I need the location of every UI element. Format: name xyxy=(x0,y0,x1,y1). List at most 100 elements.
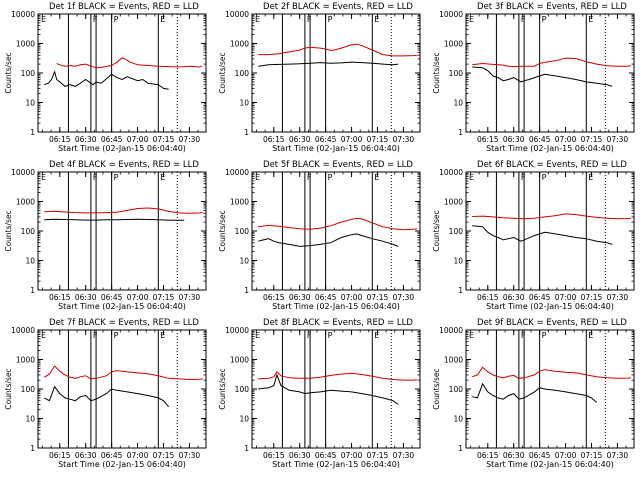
flag-label: F xyxy=(521,15,526,24)
y-tick-label: 100 xyxy=(449,69,464,78)
flag-label: F xyxy=(307,173,312,182)
flag-label: E xyxy=(469,15,474,24)
x-tick-label: 07:00 xyxy=(127,293,149,302)
flag-label: E xyxy=(41,173,46,182)
x-axis-label: Start Time (02-Jan-15 06:04:40) xyxy=(272,302,400,311)
x-tick-label: 06:45 xyxy=(315,293,337,302)
x-tick-label: 06:45 xyxy=(101,135,123,144)
y-tick-label: 100 xyxy=(21,227,36,236)
events-series-line xyxy=(472,225,613,245)
y-tick-label: 10000 xyxy=(439,10,463,19)
flag-label: E xyxy=(160,331,165,340)
flag-label: E xyxy=(588,331,593,340)
flag-label: F xyxy=(93,173,98,182)
flag-label: F xyxy=(307,15,312,24)
x-tick-label: 06:15 xyxy=(263,293,285,302)
x-axis-label: Start Time (02-Jan-15 06:04:40) xyxy=(486,302,614,311)
y-axis-label: Counts/sec xyxy=(218,210,227,251)
x-tick-label: 06:45 xyxy=(529,451,551,460)
plot-frame xyxy=(37,329,207,449)
x-tick-label: 07:30 xyxy=(607,135,629,144)
events-series-line xyxy=(258,373,399,405)
x-tick-label: 07:30 xyxy=(179,451,201,460)
lld-series-line xyxy=(472,366,631,379)
y-tick-label: 10000 xyxy=(225,10,249,19)
panel-title: Det 6f BLACK = Events, RED = LLD xyxy=(477,160,627,170)
y-tick-label: 10 xyxy=(25,99,35,108)
panel-3: Det 3f BLACK = Events, RED = LLD 1 10 100 10… xyxy=(432,2,635,153)
panel-7: Det 7f BLACK = Events, RED = LLD 1 10 100 10… xyxy=(4,318,207,469)
y-tick-label: 100 xyxy=(235,227,250,236)
flag-label: P xyxy=(114,173,119,182)
y-axis-label: Counts/sec xyxy=(218,52,227,93)
y-tick-label: 1 xyxy=(30,128,35,137)
panel-title: Det 1f BLACK = Events, RED = LLD xyxy=(49,2,199,12)
x-tick-label: 07:30 xyxy=(179,135,201,144)
panel-title: Det 9f BLACK = Events, RED = LLD xyxy=(477,318,627,328)
flag-label: E xyxy=(255,173,260,182)
flag-label: F xyxy=(521,173,526,182)
flag-label: P xyxy=(542,331,547,340)
plot-frame xyxy=(251,329,421,449)
y-tick-label: 100 xyxy=(449,385,464,394)
y-axis-label: Counts/sec xyxy=(4,368,13,409)
panel-title: Det 5f BLACK = Events, RED = LLD xyxy=(263,160,413,170)
y-axis-label: Counts/sec xyxy=(218,368,227,409)
panel-8: Det 8f BLACK = Events, RED = LLD 1 10 100 10… xyxy=(218,318,421,469)
x-tick-label: 06:30 xyxy=(75,293,97,302)
y-tick-label: 10000 xyxy=(225,326,249,335)
x-tick-label: 06:30 xyxy=(503,135,525,144)
events-series-line xyxy=(472,66,613,87)
y-tick-label: 1000 xyxy=(16,40,35,49)
x-tick-label: 07:15 xyxy=(367,293,389,302)
panel-1: Det 1f BLACK = Events, RED = LLD 1 10 100 10… xyxy=(4,2,207,153)
flag-label: E xyxy=(374,173,379,182)
y-tick-label: 100 xyxy=(21,385,36,394)
y-tick-label: 10000 xyxy=(11,10,35,19)
plot-frame xyxy=(465,13,635,133)
x-tick-label: 06:30 xyxy=(75,135,97,144)
flag-label: E xyxy=(255,331,260,340)
x-tick-label: 07:15 xyxy=(153,135,175,144)
y-tick-label: 100 xyxy=(21,69,36,78)
lld-series-line xyxy=(258,43,417,57)
y-tick-label: 10 xyxy=(239,99,249,108)
x-tick-label: 07:00 xyxy=(341,135,363,144)
x-tick-label: 06:15 xyxy=(477,451,499,460)
y-tick-label: 1000 xyxy=(444,356,463,365)
y-axis-label: Counts/sec xyxy=(4,52,13,93)
flag-label: E xyxy=(160,173,165,182)
x-tick-label: 06:15 xyxy=(49,293,71,302)
panel-2: Det 2f BLACK = Events, RED = LLD 1 10 100 10… xyxy=(218,2,421,153)
x-axis-label: Start Time (02-Jan-15 06:04:40) xyxy=(486,460,614,469)
y-tick-label: 1 xyxy=(244,128,249,137)
y-tick-label: 10 xyxy=(453,415,463,424)
x-axis-label: Start Time (02-Jan-15 06:04:40) xyxy=(58,144,186,153)
flag-label: E xyxy=(255,15,260,24)
lld-series-line xyxy=(258,217,417,231)
x-tick-label: 06:30 xyxy=(289,135,311,144)
y-tick-label: 10000 xyxy=(11,168,35,177)
y-tick-label: 10000 xyxy=(439,168,463,177)
x-tick-label: 06:30 xyxy=(503,293,525,302)
flag-label: P xyxy=(328,331,333,340)
panel-5: Det 5f BLACK = Events, RED = LLD 1 10 100 10… xyxy=(218,160,421,311)
x-tick-label: 07:00 xyxy=(555,135,577,144)
x-axis-label: Start Time (02-Jan-15 06:04:40) xyxy=(58,302,186,311)
y-tick-label: 10000 xyxy=(11,326,35,335)
panel-title: Det 3f BLACK = Events, RED = LLD xyxy=(477,2,627,12)
events-series-line xyxy=(258,61,399,67)
y-tick-label: 1 xyxy=(458,128,463,137)
x-tick-label: 06:45 xyxy=(529,293,551,302)
lld-series-line xyxy=(44,207,203,214)
y-tick-label: 100 xyxy=(235,385,250,394)
y-tick-label: 10 xyxy=(239,415,249,424)
flag-label: E xyxy=(41,331,46,340)
lld-series-line xyxy=(472,57,631,68)
x-tick-label: 07:00 xyxy=(555,451,577,460)
x-tick-label: 07:15 xyxy=(153,293,175,302)
flag-label: E xyxy=(374,15,379,24)
flag-label: E xyxy=(588,173,593,182)
y-axis-label: Counts/sec xyxy=(432,210,441,251)
